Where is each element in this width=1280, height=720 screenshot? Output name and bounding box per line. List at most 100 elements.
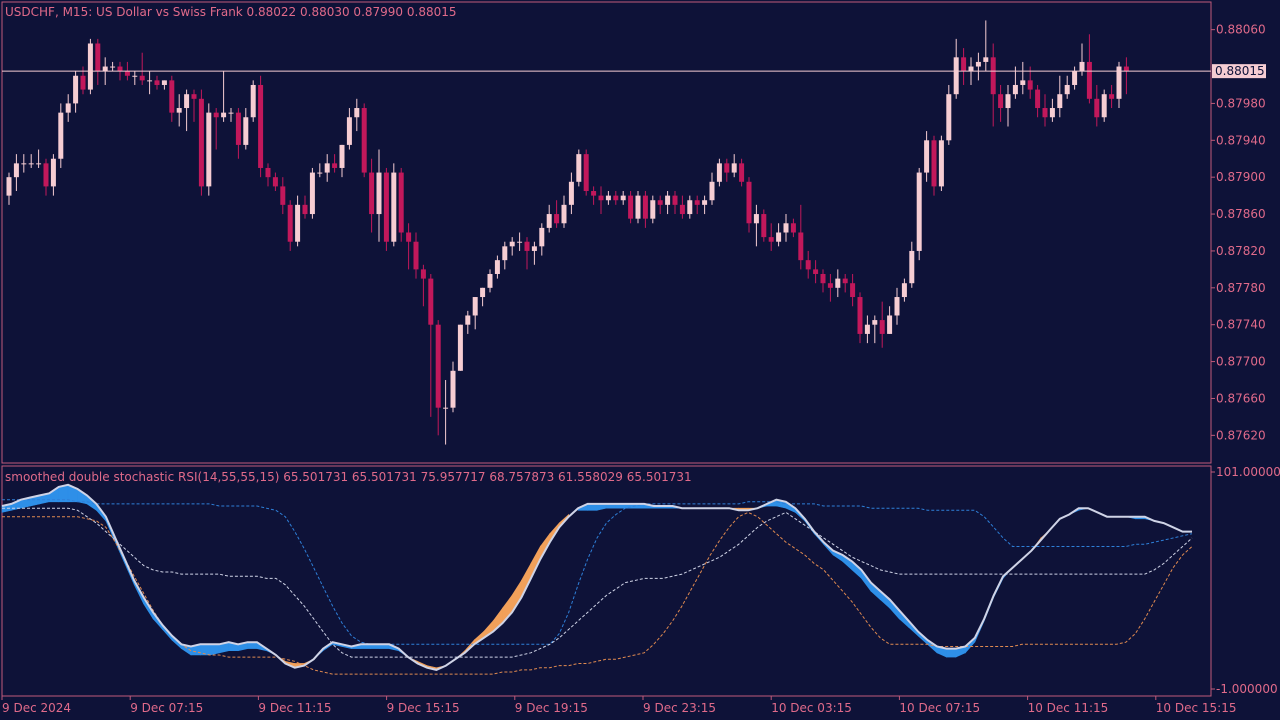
candle: [798, 204, 804, 270]
time-tick-label: 9 Dec 15:15: [387, 701, 460, 715]
time-tick-label: 10 Dec 07:15: [899, 701, 980, 715]
candle-body: [598, 195, 604, 201]
candle-body: [502, 246, 508, 261]
candle: [346, 108, 352, 150]
candle: [221, 71, 227, 122]
candle-body: [1072, 71, 1078, 85]
candle: [1101, 89, 1107, 122]
candle-body: [591, 191, 597, 196]
candle-body: [864, 324, 870, 334]
candle-body: [391, 172, 397, 242]
candle: [901, 278, 907, 302]
candle: [169, 75, 175, 122]
candle: [850, 273, 856, 307]
candle-body: [709, 181, 715, 201]
candle-body: [1079, 61, 1085, 72]
candle: [746, 177, 752, 233]
candle: [272, 172, 278, 192]
candle: [339, 144, 345, 178]
candle-body: [176, 108, 182, 113]
time-tick-label: 10 Dec 11:15: [1028, 701, 1109, 715]
chart-header: USDCHF, M15: US Dollar vs Swiss Frank 0.…: [5, 5, 457, 19]
candle: [909, 241, 915, 288]
candle-body: [369, 172, 375, 215]
candle: [302, 195, 308, 219]
candle: [872, 315, 878, 344]
candle-body: [221, 112, 227, 118]
candle-body: [768, 237, 774, 242]
candle-body: [620, 195, 626, 201]
candle-body: [21, 163, 27, 165]
candle-body: [531, 246, 537, 251]
candle-body: [13, 163, 19, 178]
candle: [435, 320, 441, 436]
candle: [502, 241, 508, 270]
candle: [946, 84, 952, 145]
candle-body: [568, 181, 574, 205]
candle-body: [213, 112, 219, 118]
candle: [568, 172, 574, 215]
candle: [1086, 34, 1092, 104]
candle-body: [235, 112, 241, 145]
candle: [250, 80, 256, 122]
candle-body: [657, 200, 663, 205]
candlestick-series: [6, 20, 1129, 445]
time-tick-label: 9 Dec 19:15: [515, 701, 588, 715]
candle-body: [324, 163, 330, 173]
candle-body: [561, 204, 567, 224]
candle-body: [583, 154, 589, 192]
candle: [65, 94, 71, 122]
price-tick-label: 0.87860: [1216, 207, 1266, 221]
candle: [576, 149, 582, 187]
candle: [953, 38, 959, 99]
price-panel[interactable]: 0.88060 0.87980 0.87940 0.87900 0.87860 0.878…: [1, 1, 1266, 464]
candle-body: [879, 320, 885, 334]
candle: [176, 94, 182, 127]
candle-body: [798, 232, 804, 261]
price-tick-label: 0.87620: [1216, 428, 1266, 442]
candle: [554, 200, 560, 228]
candle-body: [6, 177, 12, 196]
candle: [820, 269, 826, 293]
candle-body: [1049, 108, 1055, 118]
candle: [1035, 84, 1041, 118]
candle: [983, 20, 989, 72]
candle-body: [1012, 84, 1018, 95]
candle-body: [154, 80, 160, 85]
candle: [657, 195, 663, 215]
candle: [21, 154, 27, 173]
candle-body: [472, 297, 478, 316]
candle: [931, 135, 937, 196]
candle-body: [524, 241, 530, 251]
candle-body: [191, 94, 197, 99]
candle: [420, 264, 426, 307]
candle-body: [961, 57, 967, 72]
candle-body: [650, 200, 656, 219]
indicator-panel[interactable]: smoothed double stochastic RSI(14,55,55,…: [1, 465, 1280, 697]
candle-body: [110, 66, 116, 68]
candle-body: [909, 250, 915, 284]
candle-body: [87, 43, 93, 90]
candle: [472, 297, 478, 330]
candle-body: [1020, 80, 1026, 85]
candle-body: [1109, 94, 1115, 99]
candle-body: [813, 269, 819, 274]
candle-body: [672, 195, 678, 205]
candle: [1042, 94, 1048, 127]
indicator-fill-segment: [209, 644, 220, 656]
candle-body: [1101, 94, 1107, 118]
main-stoch-line: [1, 483, 1192, 671]
candle: [480, 287, 486, 307]
candle-body: [753, 214, 759, 224]
price-tick-label: 0.87980: [1216, 96, 1266, 110]
time-tick-label: 9 Dec 2024: [2, 701, 71, 715]
candle: [679, 195, 685, 219]
time-tick-label: 9 Dec 11:15: [258, 701, 331, 715]
candle-body: [916, 172, 922, 251]
candle-body: [827, 283, 833, 288]
candle-body: [73, 75, 79, 104]
indicator-panel-frame: [1, 465, 1212, 697]
candle: [406, 223, 412, 270]
candle: [842, 273, 848, 293]
